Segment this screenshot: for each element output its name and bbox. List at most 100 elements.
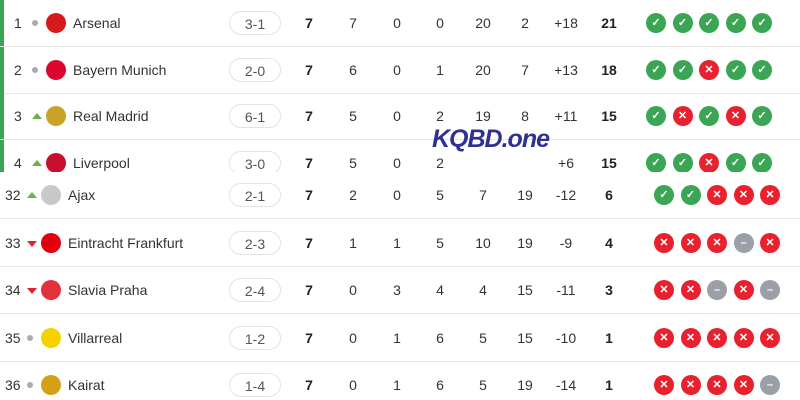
form-draw-icon[interactable]: –	[707, 280, 727, 300]
form-win-icon[interactable]: ✓	[699, 13, 719, 33]
last-match-score[interactable]: 3-0	[229, 150, 281, 172]
stat-p: 7	[305, 108, 313, 124]
form-loss-icon[interactable]: ✕	[760, 327, 780, 348]
form-loss-icon[interactable]: ✕	[680, 327, 701, 348]
form-loss-icon[interactable]: ✕	[654, 280, 674, 300]
team-name[interactable]: Eintracht Frankfurt	[68, 234, 184, 251]
team-name[interactable]: Arsenal	[73, 15, 121, 31]
team-name[interactable]: Real Madrid	[73, 108, 149, 124]
form-loss-icon[interactable]: ✕	[725, 106, 746, 126]
form-win-icon[interactable]: ✓	[752, 59, 772, 80]
stat-w: 0	[349, 377, 357, 393]
last-match-score[interactable]: 2-4	[229, 278, 281, 302]
stat-p: 7	[305, 61, 313, 78]
qualification-bar	[0, 46, 4, 93]
form-win-icon[interactable]: ✓	[752, 106, 772, 126]
last-match-score[interactable]: 2-0	[229, 57, 281, 82]
form-loss-icon[interactable]: ✕	[733, 327, 754, 348]
stat-gf: 20	[475, 61, 491, 78]
stat-gd: -11	[556, 282, 576, 298]
rank: 35	[5, 329, 21, 346]
form-win-icon[interactable]: ✓	[725, 13, 746, 33]
table-row[interactable]: 35 Villarreal 1-2 7 0 1 6 5 15 -10 1 ✕ ✕ ✕ ✕ ✕	[0, 315, 800, 362]
table-row[interactable]: 32 Ajax 2-1 7 2 0 5 7 19 -12 6 ✓ ✓ ✕ ✕ ✕	[0, 172, 800, 219]
form-win-icon[interactable]: ✓	[725, 59, 746, 80]
form-loss-icon[interactable]: ✕	[733, 375, 754, 395]
team-logo-icon	[46, 59, 66, 80]
table-row[interactable]: 1 Arsenal 3-1 7 7 0 0 20 2 +18 21 ✓ ✓ ✓ ✓ ✓	[0, 0, 800, 47]
form-win-icon[interactable]: ✓	[752, 13, 772, 33]
form-loss-icon[interactable]: ✕	[760, 232, 780, 253]
form-loss-icon[interactable]: ✕	[699, 59, 719, 80]
rank: 32	[5, 187, 21, 203]
form-win-icon[interactable]: ✓	[672, 59, 693, 80]
stat-pts: 18	[601, 61, 617, 78]
stat-pts: 21	[601, 15, 617, 31]
form-win-icon[interactable]: ✓	[646, 152, 666, 172]
form-win-icon[interactable]: ✓	[752, 152, 772, 172]
team-name[interactable]: Liverpool	[73, 154, 130, 171]
form-loss-icon[interactable]: ✕	[707, 232, 727, 253]
stat-ga: 7	[521, 61, 529, 78]
last-match-score[interactable]: 3-1	[229, 11, 281, 35]
stat-gd: +6	[558, 154, 574, 171]
table-row[interactable]: 34 Slavia Praha 2-4 7 0 3 4 4 15 -11 3 ✕ ✕ – ✕ –	[0, 267, 800, 314]
table-row[interactable]: 36 Kairat 1-4 7 0 1 6 5 19 -14 1 ✕ ✕ ✕ ✕ –	[0, 362, 800, 400]
last-match-score[interactable]: 1-2	[229, 325, 281, 350]
last-match-score[interactable]: 2-3	[229, 230, 281, 255]
team-name[interactable]: Bayern Munich	[73, 61, 167, 78]
stat-pts: 1	[605, 329, 613, 346]
last-match-score[interactable]: 2-1	[229, 183, 281, 207]
form-loss-icon[interactable]: ✕	[680, 232, 701, 253]
stat-p: 7	[305, 154, 313, 171]
form-loss-icon[interactable]: ✕	[654, 375, 674, 395]
position-down-icon	[27, 288, 37, 294]
team-name[interactable]: Villarreal	[68, 329, 123, 346]
form-win-icon[interactable]: ✓	[672, 13, 693, 33]
form-draw-icon[interactable]: –	[760, 375, 780, 395]
stat-p: 7	[305, 329, 313, 346]
form-loss-icon[interactable]: ✕	[680, 375, 701, 395]
team-name[interactable]: Kairat	[68, 377, 105, 393]
form-win-icon[interactable]: ✓	[646, 59, 666, 80]
form-loss-icon[interactable]: ✕	[654, 232, 674, 253]
stat-gd: -9	[559, 234, 573, 251]
position-same-icon	[32, 20, 38, 26]
form-win-icon[interactable]: ✓	[680, 185, 701, 205]
stat-ga: 2	[521, 15, 529, 31]
form-loss-icon[interactable]: ✕	[760, 185, 780, 205]
form-win-icon[interactable]: ✓	[646, 13, 666, 33]
table-row[interactable]: 4 Liverpool 3-0 7 5 0 2 +6 15 ✓ ✓ ✕ ✓ ✓	[0, 139, 800, 172]
last-match-score[interactable]: 1-4	[229, 373, 281, 397]
table-row[interactable]: 33 Eintracht Frankfurt 2-3 7 1 1 5 10 19 -9 4 ✕ ✕ ✕ – ✕	[0, 220, 800, 267]
form-loss-icon[interactable]: ✕	[733, 280, 754, 300]
stat-pts: 15	[601, 108, 617, 124]
last-match-score[interactable]: 6-1	[229, 104, 281, 128]
form-loss-icon[interactable]: ✕	[680, 280, 701, 300]
form-win-icon[interactable]: ✓	[646, 106, 666, 126]
stat-l: 2	[436, 108, 444, 124]
form-loss-icon[interactable]: ✕	[707, 185, 727, 205]
form-loss-icon[interactable]: ✕	[699, 152, 719, 172]
stat-gd: -10	[555, 329, 577, 346]
form-win-icon[interactable]: ✓	[672, 152, 693, 172]
watermark: KQBD.one	[432, 125, 550, 153]
position-up-icon	[32, 113, 42, 119]
team-name[interactable]: Slavia Praha	[68, 282, 148, 298]
rank: 2	[14, 61, 22, 78]
stat-gd: +13	[554, 61, 578, 78]
form-loss-icon[interactable]: ✕	[733, 185, 754, 205]
form-loss-icon[interactable]: ✕	[672, 106, 693, 126]
form-draw-icon[interactable]: –	[760, 280, 780, 300]
table-row[interactable]: 3 Real Madrid 6-1 7 5 0 2 19 8 +11 15 ✓ ✕ ✓ ✕ ✓	[0, 93, 800, 140]
team-name[interactable]: Ajax	[68, 187, 96, 203]
form-loss-icon[interactable]: ✕	[707, 375, 727, 395]
table-row[interactable]: 2 Bayern Munich 2-0 7 6 0 1 20 7 +13 18 ✓ ✓ ✕ ✓ ✓	[0, 46, 800, 94]
team-logo-icon	[46, 13, 66, 33]
form-win-icon[interactable]: ✓	[654, 185, 674, 205]
form-win-icon[interactable]: ✓	[725, 152, 746, 172]
form-loss-icon[interactable]: ✕	[707, 327, 727, 348]
form-draw-icon[interactable]: –	[733, 232, 754, 253]
form-loss-icon[interactable]: ✕	[654, 327, 674, 348]
form-win-icon[interactable]: ✓	[699, 106, 719, 126]
